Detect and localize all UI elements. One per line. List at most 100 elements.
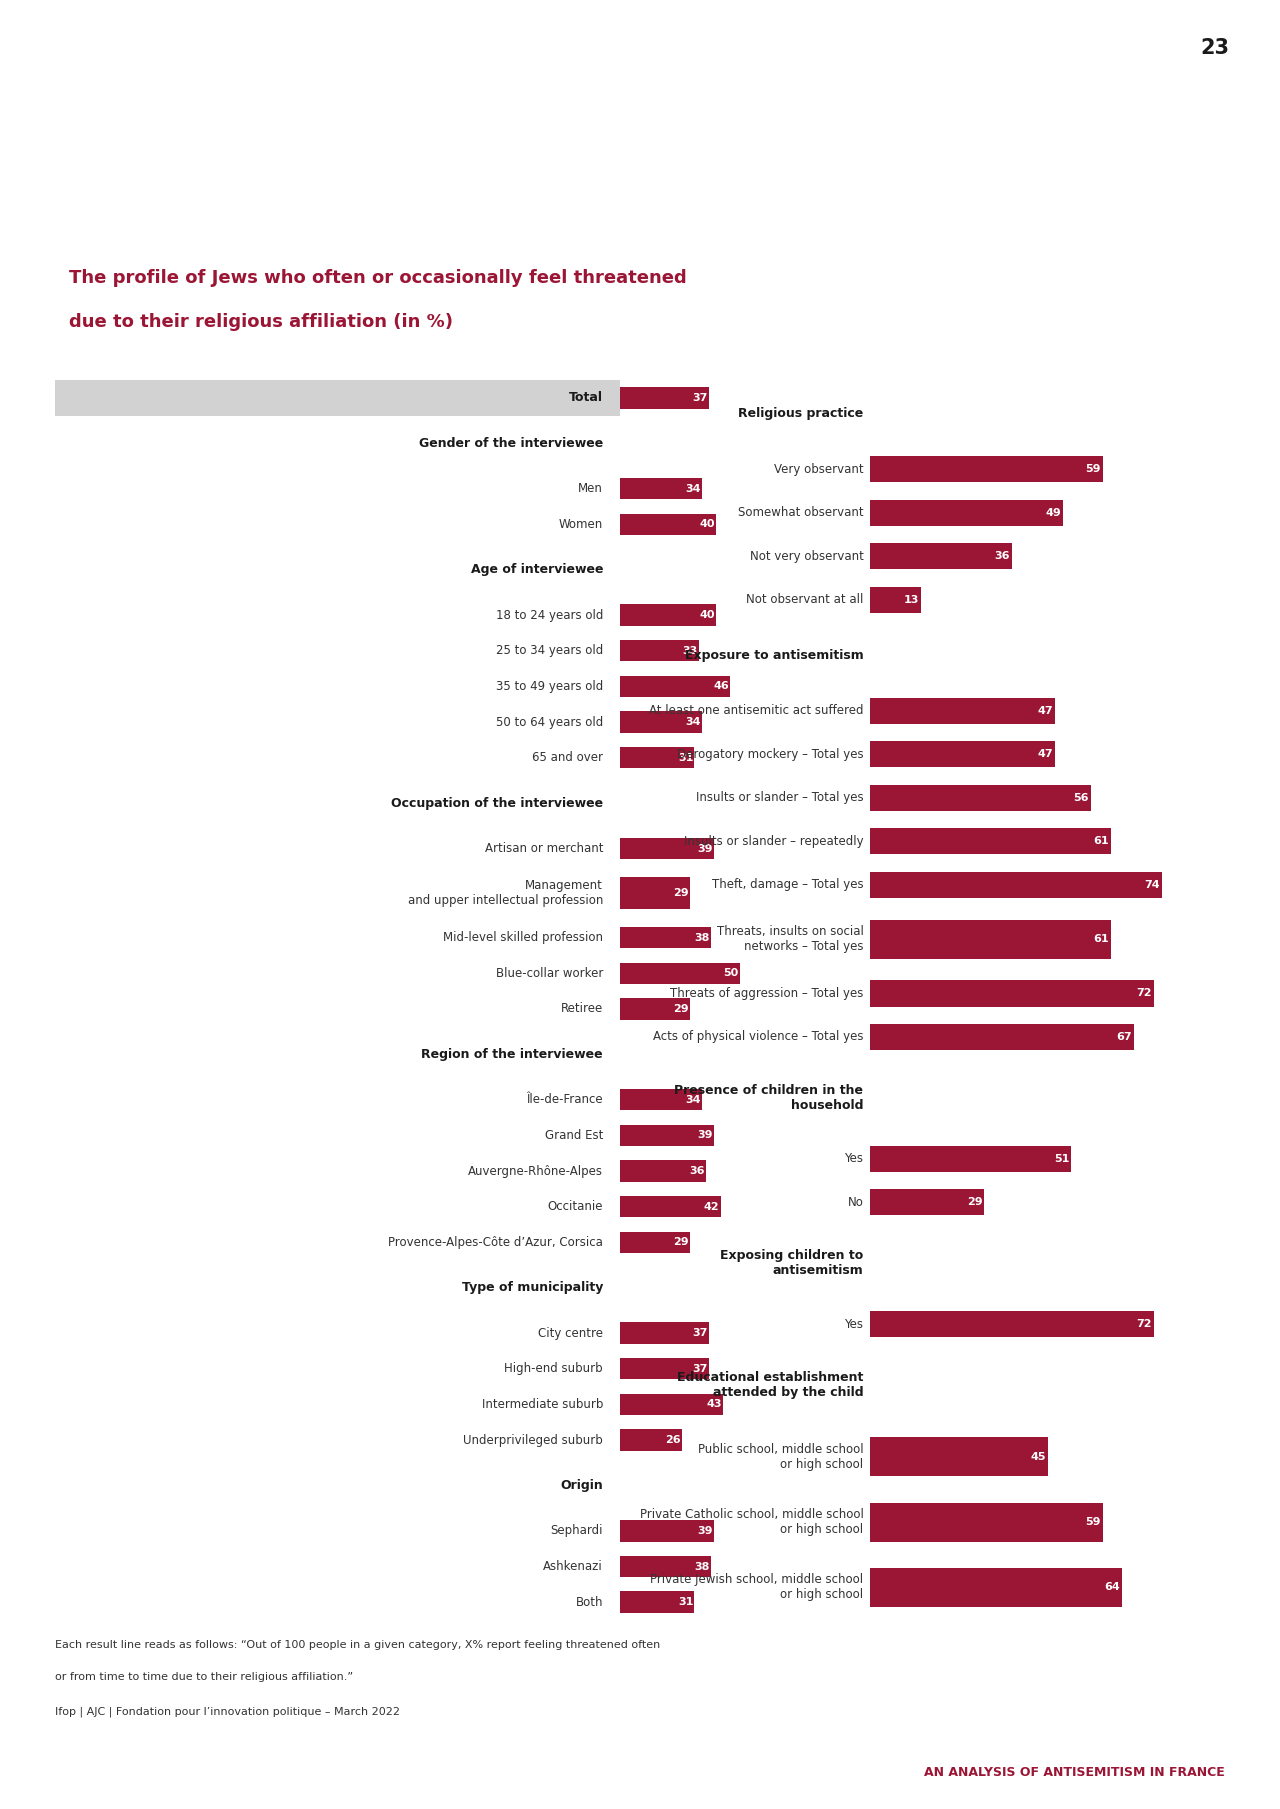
Bar [870,829,1111,854]
Text: 34: 34 [685,716,700,727]
Text: Theft, damage – Total yes: Theft, damage – Total yes [712,877,864,892]
Bar [870,586,922,613]
Bar [620,1232,690,1254]
Bar [620,604,716,626]
Text: 39: 39 [696,1527,713,1536]
Text: No: No [847,1196,864,1208]
Text: Origin: Origin [561,1480,603,1492]
Text: 34: 34 [685,483,700,494]
Text: At least one antisemitic act suffered: At least one antisemitic act suffered [649,704,864,716]
Text: 31: 31 [678,753,694,763]
Bar [620,640,699,662]
Text: Ifop | AJC | Fondation pour l’innovation politique – March 2022: Ifop | AJC | Fondation pour l’innovation… [55,1706,399,1717]
Text: 40: 40 [699,610,714,620]
Bar [55,380,620,416]
Text: Total: Total [570,391,603,405]
Bar [620,1393,723,1415]
Text: Very observant: Very observant [774,463,864,476]
Bar [620,514,716,535]
Text: Provence-Alpes-Côte d’Azur, Corsica: Provence-Alpes-Côte d’Azur, Corsica [388,1236,603,1248]
Text: Derogatory mockery – Total yes: Derogatory mockery – Total yes [677,747,864,760]
Bar [620,1429,682,1451]
Bar [870,698,1056,724]
Text: Exposing children to
antisemitism: Exposing children to antisemitism [721,1250,864,1277]
Text: Both: Both [576,1596,603,1608]
Text: 26: 26 [666,1435,681,1445]
Bar [620,1089,701,1111]
Bar [870,1189,984,1216]
Text: or from time to time due to their religious affiliation.”: or from time to time due to their religi… [55,1672,353,1682]
Text: 45: 45 [1030,1453,1046,1462]
Bar [620,1125,714,1147]
Text: 43: 43 [707,1400,722,1409]
Text: 61: 61 [1093,933,1108,944]
Text: 37: 37 [692,1328,708,1339]
Text: 46: 46 [713,682,730,691]
Text: 25 to 34 years old: 25 to 34 years old [495,644,603,657]
Bar [620,677,731,696]
Text: Each result line reads as follows: “Out of 100 people in a given category, X% re: Each result line reads as follows: “Out … [55,1641,660,1650]
Bar [620,1160,707,1181]
Text: 31: 31 [678,1597,694,1606]
Bar [620,926,712,948]
Text: Management
and upper intellectual profession: Management and upper intellectual profes… [407,879,603,906]
Text: 65 and over: 65 and over [532,751,603,763]
Text: 18 to 24 years old: 18 to 24 years old [495,608,603,622]
Text: City centre: City centre [538,1326,603,1340]
Text: The profile of Jews who often or occasionally feel threatened: The profile of Jews who often or occasio… [69,268,687,286]
Text: Underprivileged suburb: Underprivileged suburb [463,1433,603,1447]
Text: Mid-level skilled profession: Mid-level skilled profession [443,932,603,944]
Bar [620,1196,721,1217]
Text: Grand Est: Grand Est [545,1129,603,1141]
Bar [620,999,690,1020]
Bar [620,747,694,769]
Text: 37: 37 [692,1364,708,1373]
Text: Sephardi: Sephardi [550,1525,603,1538]
Text: 51: 51 [1053,1154,1069,1163]
Bar [620,1322,709,1344]
Bar [870,980,1155,1006]
Text: Private Catholic school, middle school
or high school: Private Catholic school, middle school o… [640,1509,864,1536]
Bar [620,478,701,499]
Bar [870,919,1111,959]
Text: Somewhat observant: Somewhat observant [737,507,864,519]
Bar [870,742,1056,767]
Text: 49: 49 [1046,508,1061,517]
Bar [620,962,740,984]
Bar [870,456,1103,483]
Text: 47: 47 [1038,706,1053,716]
Text: Ashkenazi: Ashkenazi [543,1559,603,1574]
Text: 40: 40 [699,519,714,530]
Text: 39: 39 [696,843,713,854]
Text: 67: 67 [1116,1031,1133,1042]
Bar [620,1556,712,1577]
Text: 38: 38 [695,933,710,942]
Text: 64: 64 [1105,1583,1120,1592]
Text: due to their religious affiliation (in %): due to their religious affiliation (in %… [69,313,453,331]
Text: Threats of aggression – Total yes: Threats of aggression – Total yes [669,988,864,1000]
Text: 61: 61 [1093,836,1108,847]
Bar [870,1024,1134,1049]
Text: Retiree: Retiree [561,1002,603,1015]
Text: Men: Men [579,483,603,496]
Bar [870,1438,1047,1476]
Text: 47: 47 [1038,749,1053,760]
Bar [620,1520,714,1541]
Text: Threats, insults on social
networks – Total yes: Threats, insults on social networks – To… [717,924,864,953]
Text: 72: 72 [1137,1319,1152,1330]
Text: 33: 33 [682,646,698,657]
Bar [620,711,701,733]
Text: Insults or slander – repeatedly: Insults or slander – repeatedly [684,834,864,848]
Bar [620,1359,709,1380]
Text: Blue-collar worker: Blue-collar worker [495,966,603,980]
Bar [870,543,1012,570]
Text: Type of municipality: Type of municipality [462,1281,603,1293]
Text: Women: Women [559,517,603,530]
Text: 36: 36 [995,552,1010,561]
Text: 74: 74 [1144,879,1160,890]
Bar [620,838,714,859]
Text: Insults or slander – Total yes: Insults or slander – Total yes [696,791,864,805]
Bar [870,1145,1071,1172]
Text: Age of interviewee: Age of interviewee [471,563,603,577]
Text: 50: 50 [723,968,739,979]
